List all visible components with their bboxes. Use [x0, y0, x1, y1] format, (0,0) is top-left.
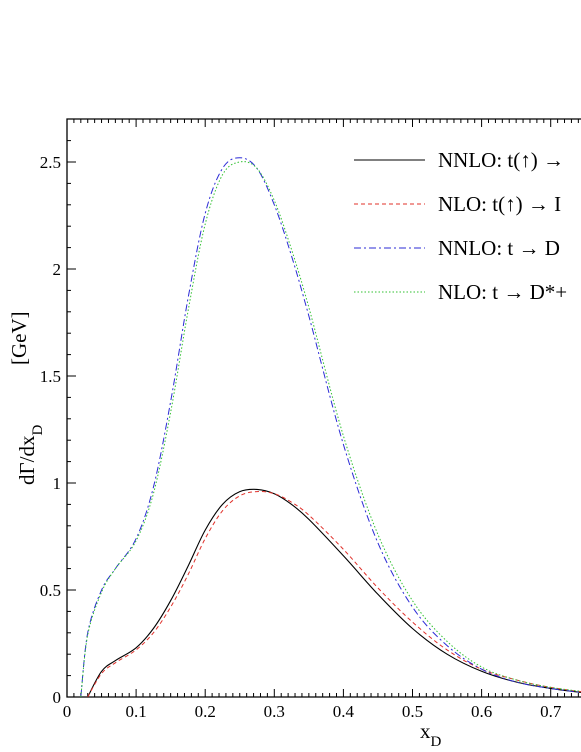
x-tick-label: 0.4	[333, 702, 355, 721]
legend-label-3: NNLO: t → D	[438, 236, 560, 260]
y-tick-label: 2	[53, 260, 62, 279]
series-line-1	[87, 488, 581, 697]
plot-frame	[66, 118, 581, 698]
minor-ticks	[67, 119, 579, 697]
y-axis-units: [GeV]	[7, 311, 31, 365]
series-lines	[80, 157, 581, 697]
x-tick-label: 0.5	[402, 702, 423, 721]
legend: NNLO: t(↑) → NLO: t(↑) → I NNLO: t → D NLO:…	[354, 148, 567, 304]
legend-label-1: NNLO: t(↑) →	[438, 148, 564, 172]
y-tick-label: 0	[53, 688, 62, 707]
series-line-2	[87, 491, 581, 697]
y-tick-label: 2.5	[40, 153, 61, 172]
x-tick-label: 0.1	[125, 702, 146, 721]
legend-label-2: NLO: t(↑) → I	[438, 192, 561, 216]
y-axis-label: dΓ/dxD	[15, 425, 46, 485]
x-tick-label: 0.3	[264, 702, 285, 721]
y-tick-label: 1	[53, 474, 62, 493]
series-line-4	[80, 161, 581, 697]
x-tick-label: 0.7	[540, 702, 562, 721]
x-axis-label: xD	[420, 719, 442, 750]
major-ticks: 0 0.1 0.2 0.3 0.4 0.5 0.6 0.7 0 0.5 1 1.5 2 2.5	[40, 119, 562, 721]
legend-label-4: NLO: t → D*+	[438, 280, 567, 304]
x-axis-label-subscript: D	[431, 734, 442, 750]
y-tick-label: 0.5	[40, 581, 61, 600]
y-tick-label: 1.5	[40, 367, 61, 386]
x-tick-label: 0.6	[471, 702, 492, 721]
y-axis-label-subscript: D	[30, 425, 46, 436]
x-tick-label: 0	[63, 702, 72, 721]
plot-frame-border	[66, 118, 581, 698]
x-tick-label: 0.2	[195, 702, 216, 721]
